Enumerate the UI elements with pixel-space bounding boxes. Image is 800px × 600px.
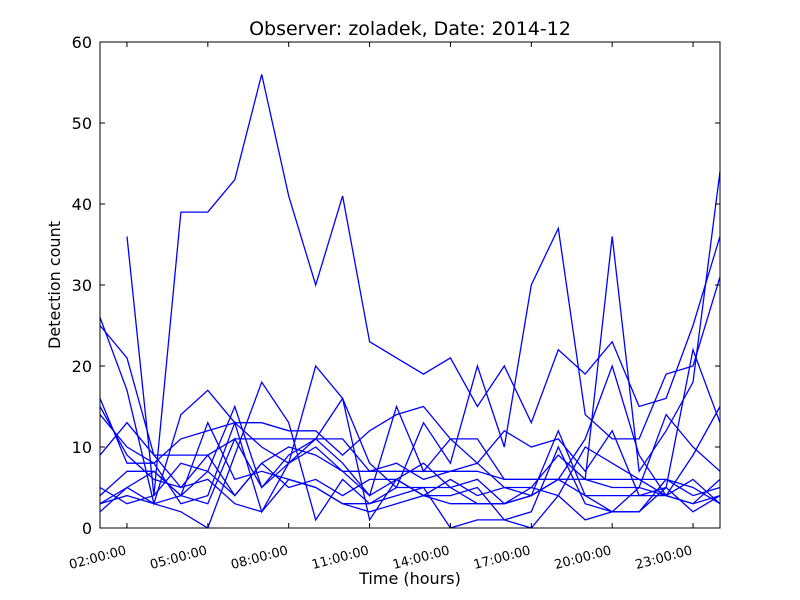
x-tick-label: 17:00:00 [472, 543, 532, 573]
x-tick-label: 23:00:00 [634, 543, 694, 573]
series-line-5 [99, 414, 721, 505]
y-tick-label: 0 [82, 519, 92, 538]
series-line-8 [99, 404, 721, 505]
y-tick-label: 30 [72, 276, 92, 295]
y-tick-label: 40 [72, 195, 92, 214]
plot-frame [99, 41, 721, 529]
plot-area [99, 41, 721, 529]
x-tick-label: 02:00:00 [68, 543, 128, 573]
series-line-6 [99, 421, 721, 497]
series-line-10 [99, 380, 721, 529]
x-axis-label: Time (hours) [358, 569, 461, 588]
y-tick-label: 20 [72, 357, 92, 376]
chart-title: Observer: zoladek, Date: 2014-12 [249, 18, 571, 40]
x-tick-label: 05:00:00 [149, 543, 209, 573]
series-line-1 [126, 74, 721, 496]
series-line-3 [99, 317, 721, 507]
x-axis: 02:00:00 05:00:00 08:00:00 11:00:00 14:00:00… [68, 42, 694, 573]
y-axis-label: Detection count [45, 221, 64, 349]
y-tick-label: 50 [72, 114, 92, 133]
series-line-12 [99, 347, 721, 513]
x-tick-label: 20:00:00 [553, 543, 613, 573]
y-tick-label: 10 [72, 438, 92, 457]
y-axis: 0 10 20 30 40 50 60 [72, 33, 720, 538]
series-line-9 [99, 364, 721, 522]
series-line-11 [99, 406, 721, 513]
series-layer [99, 74, 721, 529]
x-tick-label: 08:00:00 [229, 543, 289, 573]
series-line-2 [99, 171, 721, 481]
y-tick-label: 60 [72, 33, 92, 52]
series-line-4 [99, 226, 721, 514]
